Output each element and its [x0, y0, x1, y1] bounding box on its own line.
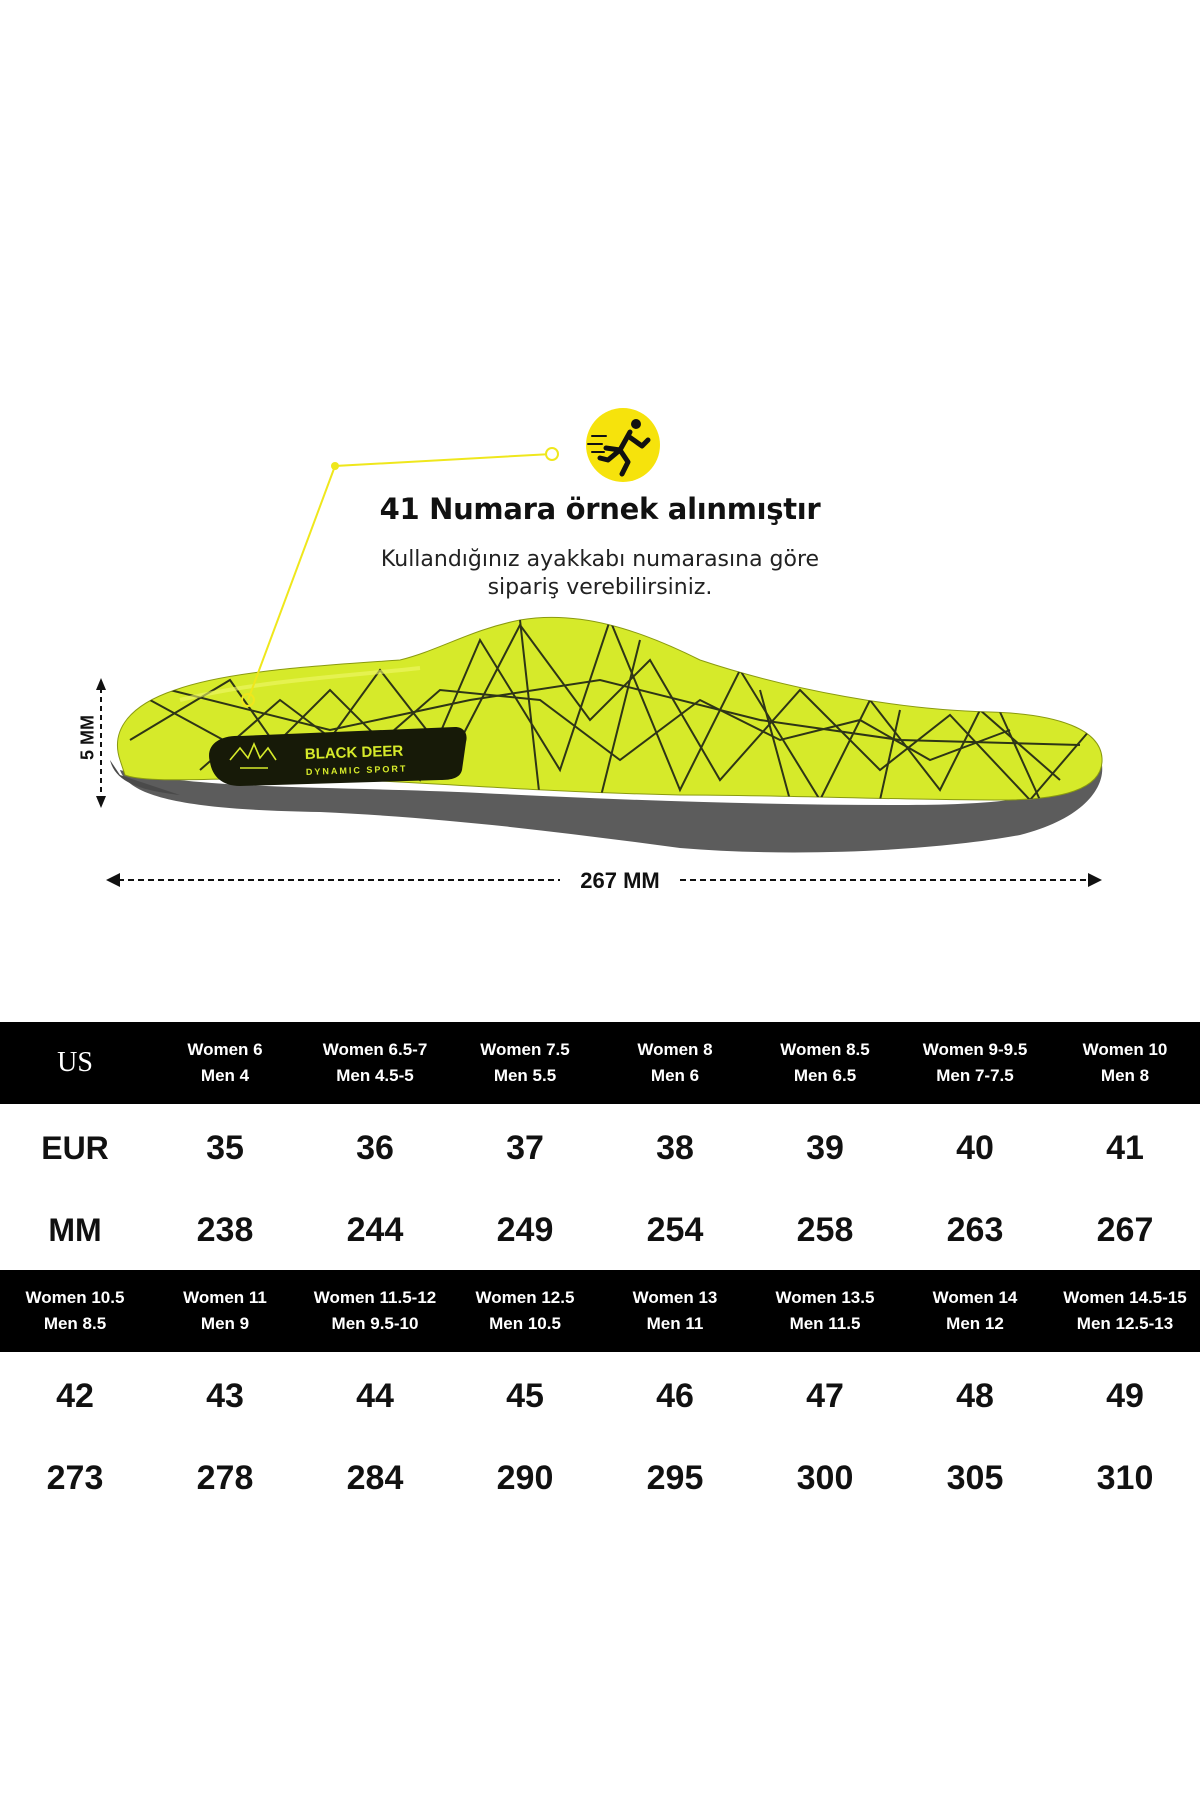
- mm-value: 254: [646, 1210, 704, 1249]
- eur-value: 37: [506, 1128, 544, 1167]
- us-size-cell: Women 9-9.5 Men 7-7.5: [900, 1022, 1050, 1104]
- mm-value: 290: [496, 1458, 554, 1497]
- women-size: Women 9-9.5: [922, 1040, 1028, 1059]
- us-size-header-row-2: Women 10.5 Men 8.5 Women 11 Men 9 Women 11…: [0, 1270, 1200, 1352]
- eur-value: 48: [956, 1376, 994, 1415]
- men-size: Men 9.5-10: [331, 1314, 419, 1333]
- eur-row-1: EUR 35 36 37 38 39 40 41: [0, 1108, 1200, 1188]
- us-size-cell: Women 13.5 Men 11.5: [750, 1270, 900, 1352]
- women-size: Women 7.5: [480, 1040, 570, 1059]
- thickness-label: 5 MM: [77, 715, 98, 760]
- men-size: Men 11.5: [789, 1314, 861, 1333]
- us-size-cell: Women 6 Men 4: [150, 1022, 300, 1104]
- men-size: Men 7-7.5: [936, 1066, 1014, 1085]
- mm-value: 263: [946, 1210, 1004, 1249]
- men-size: Men 9: [200, 1314, 250, 1333]
- mm-value: 278: [196, 1458, 254, 1497]
- men-size: Men 10.5: [489, 1314, 561, 1333]
- mm-value: 249: [496, 1210, 554, 1249]
- length-label: 267 MM: [560, 868, 680, 894]
- logo-sub-text: DYNAMIC SPORT: [306, 763, 408, 777]
- men-size: Men 8: [1100, 1066, 1150, 1085]
- men-size: Men 6: [650, 1066, 700, 1085]
- eur-value: 49: [1106, 1376, 1144, 1415]
- length-arrow: [106, 873, 1102, 887]
- us-size-header-row-1: US Women 6 Men 4 Women 6.5-7 Men 4.5-5 Wom…: [0, 1022, 1200, 1104]
- eur-value: 46: [656, 1376, 694, 1415]
- us-label: US: [57, 1047, 93, 1078]
- us-size-cell: Women 8 Men 6: [600, 1022, 750, 1104]
- eur-value: 38: [656, 1128, 694, 1167]
- sizing-subtitle: Kullandığınız ayakkabı numarasına göre s…: [300, 546, 900, 602]
- men-size: Men 5.5: [493, 1066, 557, 1085]
- women-size: Women 13.5: [775, 1288, 875, 1307]
- us-size-cell: Women 10 Men 8: [1050, 1022, 1200, 1104]
- women-size: Women 14.5-15: [1063, 1288, 1187, 1307]
- running-man-icon: [586, 408, 660, 482]
- eur-label: EUR: [41, 1129, 109, 1166]
- mm-value: 244: [346, 1210, 404, 1249]
- men-size: Men 6.5: [793, 1066, 857, 1085]
- mm-value: 258: [796, 1210, 854, 1249]
- sample-size-headline: 41 Numara örnek alınmıştır: [379, 492, 821, 526]
- eur-value: 40: [956, 1128, 994, 1167]
- mm-label: MM: [48, 1211, 102, 1248]
- eur-value: 45: [506, 1376, 544, 1415]
- men-size: Men 8.5: [43, 1314, 107, 1333]
- mm-value: 273: [46, 1458, 104, 1497]
- us-size-cell: Women 14.5-15 Men 12.5-13: [1050, 1270, 1200, 1352]
- women-size: Women 12.5: [475, 1288, 575, 1307]
- thickness-arrow: [96, 678, 106, 808]
- mm-row-2: 273 278 284 290 295 300 305 310: [0, 1438, 1200, 1518]
- logo-main-text: BLACK DEER: [305, 743, 404, 763]
- men-size: Men 4: [200, 1066, 250, 1085]
- us-size-cell: Women 13 Men 11: [600, 1270, 750, 1352]
- women-size: Women 10: [1082, 1040, 1168, 1059]
- us-size-cell: Women 12.5 Men 10.5: [450, 1270, 600, 1352]
- us-size-cell: Women 11.5-12 Men 9.5-10: [300, 1270, 450, 1352]
- women-size: Women 11.5-12: [313, 1288, 437, 1307]
- mm-value: 295: [646, 1458, 704, 1497]
- eur-value: 42: [56, 1376, 94, 1415]
- mm-row-1: MM 238 244 249 254 258 263 267: [0, 1190, 1200, 1270]
- mm-value: 305: [946, 1458, 1004, 1497]
- mm-value: 284: [346, 1458, 404, 1497]
- mm-value: 310: [1096, 1458, 1154, 1497]
- sizing-subtitle-line1: Kullandığınız ayakkabı numarasına göre: [380, 547, 820, 572]
- women-size: Women 14: [932, 1288, 1018, 1307]
- men-size: Men 11: [646, 1314, 704, 1333]
- men-size: Men 12: [946, 1314, 1004, 1333]
- us-size-cell: Women 14 Men 12: [900, 1270, 1050, 1352]
- eur-value: 43: [206, 1376, 244, 1415]
- eur-value: 35: [206, 1128, 244, 1167]
- eur-value: 39: [806, 1128, 844, 1167]
- insole-illustration: BLACK DEER DYNAMIC SPORT: [96, 408, 1103, 887]
- women-size: Women 6.5-7: [322, 1040, 428, 1059]
- us-size-cell: Women 6.5-7 Men 4.5-5: [300, 1022, 450, 1104]
- men-size: Men 12.5-13: [1076, 1314, 1174, 1333]
- mm-value: 267: [1096, 1210, 1154, 1249]
- us-size-cell: Women 10.5 Men 8.5: [0, 1270, 150, 1352]
- women-size: Women 8: [637, 1040, 713, 1059]
- women-size: Women 13: [632, 1288, 718, 1307]
- men-size: Men 4.5-5: [336, 1066, 414, 1085]
- women-size: Women 11: [183, 1288, 267, 1307]
- mm-value: 238: [196, 1210, 254, 1249]
- women-size: Women 6: [187, 1040, 263, 1059]
- eur-value: 41: [1106, 1128, 1144, 1167]
- eur-value: 44: [356, 1376, 394, 1415]
- eur-value: 47: [806, 1376, 844, 1415]
- women-size: Women 10.5: [25, 1288, 125, 1307]
- callout-line: [241, 447, 559, 707]
- women-size: Women 8.5: [780, 1040, 870, 1059]
- us-size-cell: Women 8.5 Men 6.5: [750, 1022, 900, 1104]
- mm-value: 300: [796, 1458, 854, 1497]
- eur-value: 36: [356, 1128, 394, 1167]
- us-size-cell: Women 11 Men 9: [150, 1270, 300, 1352]
- sizing-subtitle-line2: sipariş verebilirsiniz.: [487, 575, 713, 600]
- eur-row-2: 42 43 44 45 46 47 48 49: [0, 1356, 1200, 1436]
- brand-logo: BLACK DEER DYNAMIC SPORT: [209, 727, 467, 786]
- us-size-cell: Women 7.5 Men 5.5: [450, 1022, 600, 1104]
